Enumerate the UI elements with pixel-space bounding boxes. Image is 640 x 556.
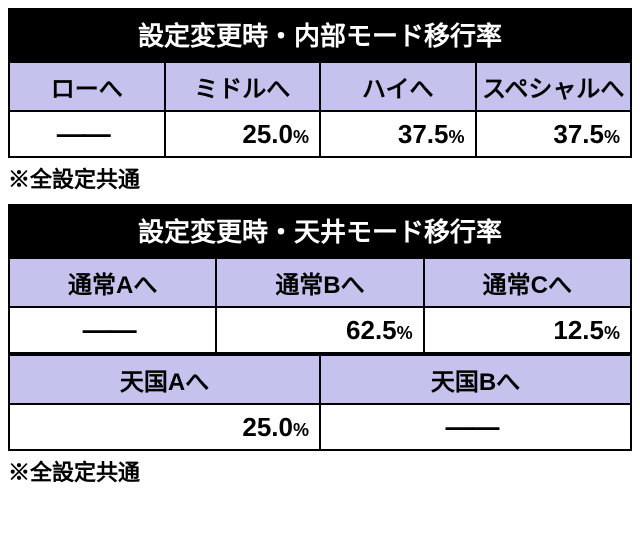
table2-bottom-value-0: 25.0% xyxy=(9,404,320,450)
table1-title: 設定変更時・内部モード移行率 xyxy=(8,8,632,61)
table2-top-value-0: —— xyxy=(9,307,216,353)
table2-bottom-header-row: 天国Aへ 天国Bへ xyxy=(9,355,631,404)
table1-header-1: ミドルへ xyxy=(165,62,321,111)
table2-top-header-0: 通常Aへ xyxy=(9,258,216,307)
table1-value-row: —— 25.0% 37.5% 37.5% xyxy=(9,111,631,157)
table2-block: 設定変更時・天井モード移行率 通常Aへ 通常Bへ 通常Cへ —— 62.5% 1… xyxy=(8,204,632,451)
table1-value-2: 37.5% xyxy=(320,111,476,157)
table2-top-value-row: —— 62.5% 12.5% xyxy=(9,307,631,353)
table1-header-2: ハイへ xyxy=(320,62,476,111)
table2-top-header-1: 通常Bへ xyxy=(216,258,423,307)
table2-top: 通常Aへ 通常Bへ 通常Cへ —— 62.5% 12.5% xyxy=(8,257,632,354)
table2-bottom-header-1: 天国Bへ xyxy=(320,355,631,404)
table2-top-header-2: 通常Cへ xyxy=(424,258,631,307)
table2-bottom-value-1: —— xyxy=(320,404,631,450)
table2-note: ※全設定共通 xyxy=(8,455,632,487)
table1-header-3: スペシャルへ xyxy=(476,62,632,111)
table1-block: 設定変更時・内部モード移行率 ローへ ミドルへ ハイへ スペシャルへ —— 25… xyxy=(8,8,632,158)
table2-bottom: 天国Aへ 天国Bへ 25.0% —— xyxy=(8,354,632,451)
table1-value-3: 37.5% xyxy=(476,111,632,157)
table1-header-row: ローへ ミドルへ ハイへ スペシャルへ xyxy=(9,62,631,111)
table2-bottom-value-row: 25.0% —— xyxy=(9,404,631,450)
table1-note: ※全設定共通 xyxy=(8,162,632,194)
table1: ローへ ミドルへ ハイへ スペシャルへ —— 25.0% 37.5% 37.5% xyxy=(8,61,632,158)
table2-title: 設定変更時・天井モード移行率 xyxy=(8,204,632,257)
table2-top-value-2: 12.5% xyxy=(424,307,631,353)
table1-value-0: —— xyxy=(9,111,165,157)
table2-bottom-header-0: 天国Aへ xyxy=(9,355,320,404)
table1-value-1: 25.0% xyxy=(165,111,321,157)
table1-header-0: ローへ xyxy=(9,62,165,111)
table2-top-value-1: 62.5% xyxy=(216,307,423,353)
table2-top-header-row: 通常Aへ 通常Bへ 通常Cへ xyxy=(9,258,631,307)
